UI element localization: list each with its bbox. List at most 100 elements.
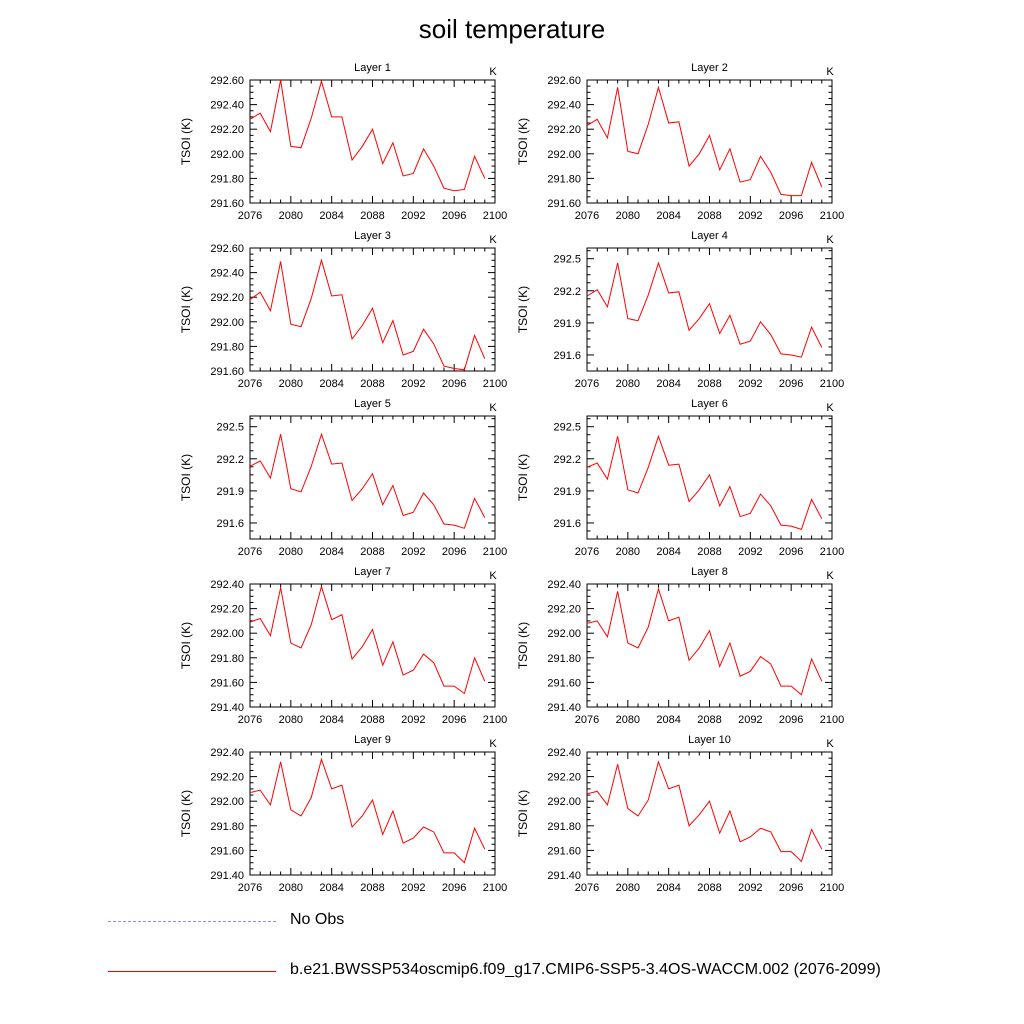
x-tick-label: 2092 bbox=[401, 882, 425, 894]
panel-title: Layer 9 bbox=[354, 734, 391, 746]
panel-units: K bbox=[489, 738, 497, 750]
y-tick-label: 292.20 bbox=[210, 604, 244, 616]
x-tick-label: 2092 bbox=[401, 714, 425, 726]
x-tick-label: 2084 bbox=[319, 378, 343, 390]
x-tick-label: 2092 bbox=[738, 882, 762, 894]
legend-dashed-line bbox=[108, 921, 276, 922]
y-tick-label: 292.40 bbox=[547, 579, 581, 591]
x-tick-label: 2084 bbox=[656, 546, 680, 558]
x-tick-label: 2076 bbox=[575, 378, 599, 390]
x-tick-label: 2092 bbox=[401, 378, 425, 390]
y-tick-label: 292.00 bbox=[210, 149, 244, 161]
y-tick-label: 291.40 bbox=[210, 870, 244, 882]
x-tick-label: 2080 bbox=[616, 546, 640, 558]
y-tick-label: 291.60 bbox=[210, 366, 244, 378]
series-line bbox=[586, 85, 823, 197]
y-tick-label: 291.80 bbox=[547, 821, 581, 833]
panel-title: Layer 7 bbox=[354, 566, 391, 578]
y-tick-label: 292.40 bbox=[547, 100, 581, 112]
x-tick-label: 2100 bbox=[483, 546, 507, 558]
panel-units: K bbox=[826, 234, 834, 246]
x-tick-label: 2084 bbox=[656, 882, 680, 894]
x-tick-label: 2096 bbox=[779, 714, 803, 726]
y-tick-label: 291.6 bbox=[553, 350, 581, 362]
y-tick-label: 292.00 bbox=[547, 628, 581, 640]
panel-layer-8: Layer 8 K TSOI (K) 2076 2080 2084 2088 2092 2096… bbox=[516, 566, 844, 726]
plot-frame bbox=[586, 751, 833, 876]
panel-units: K bbox=[826, 402, 834, 414]
y-tick-label: 292.40 bbox=[210, 100, 244, 112]
y-tick-label: 292.60 bbox=[210, 75, 244, 87]
y-tick-label: 292.2 bbox=[216, 454, 244, 466]
x-tick-label: 2080 bbox=[279, 210, 303, 222]
x-tick-label: 2084 bbox=[656, 714, 680, 726]
panel-units: K bbox=[489, 66, 497, 78]
y-tick-label: 292.5 bbox=[553, 422, 581, 434]
x-tick-label: 2088 bbox=[697, 546, 721, 558]
y-tick-label: 291.6 bbox=[553, 518, 581, 530]
y-tick-label: 291.60 bbox=[210, 845, 244, 857]
panel-units: K bbox=[489, 234, 497, 246]
plot-frame bbox=[586, 583, 833, 708]
legend-solid-line bbox=[108, 971, 276, 972]
series-line bbox=[586, 261, 823, 358]
y-tick-label: 291.80 bbox=[210, 653, 244, 665]
y-tick-label: 292.5 bbox=[216, 422, 244, 434]
x-tick-label: 2100 bbox=[483, 210, 507, 222]
y-tick-label: 291.80 bbox=[210, 341, 244, 353]
y-tick-label: 292.60 bbox=[547, 75, 581, 87]
panel-title: Layer 10 bbox=[688, 734, 731, 746]
panel-units: K bbox=[826, 66, 834, 78]
y-tick-label: 292.60 bbox=[210, 243, 244, 255]
series-line bbox=[249, 757, 486, 864]
y-axis-label: TSOI (K) bbox=[179, 118, 193, 165]
y-tick-label: 292.20 bbox=[210, 772, 244, 784]
x-tick-label: 2080 bbox=[279, 378, 303, 390]
panel-layer-6: Layer 6 K TSOI (K) 2076 2080 2084 2088 2092 2096… bbox=[516, 398, 844, 558]
panel-units: K bbox=[826, 738, 834, 750]
plot-frame bbox=[249, 79, 496, 204]
y-tick-label: 291.80 bbox=[547, 173, 581, 185]
y-tick-label: 291.60 bbox=[210, 198, 244, 210]
legend-label-model: b.e21.BWSSP534oscmip6.f09_g17.CMIP6-SSP5… bbox=[290, 961, 881, 978]
x-tick-label: 2080 bbox=[279, 882, 303, 894]
panel-layer-1: Layer 1 K TSOI (K) 2076 2080 2084 2088 2092 2096… bbox=[179, 62, 507, 222]
x-tick-label: 2084 bbox=[656, 378, 680, 390]
panel-units: K bbox=[826, 570, 834, 582]
y-axis-label: TSOI (K) bbox=[516, 118, 530, 165]
panel-layer-7: Layer 7 K TSOI (K) 2076 2080 2084 2088 2092 2096… bbox=[179, 566, 507, 726]
y-tick-label: 292.40 bbox=[210, 579, 244, 591]
y-tick-label: 292.00 bbox=[210, 796, 244, 808]
panel-title: Layer 8 bbox=[691, 566, 728, 578]
x-tick-label: 2076 bbox=[575, 210, 599, 222]
x-tick-label: 2092 bbox=[738, 378, 762, 390]
y-axis-label: TSOI (K) bbox=[179, 622, 193, 669]
y-tick-label: 291.60 bbox=[547, 845, 581, 857]
panel-layer-3: Layer 3 K TSOI (K) 2076 2080 2084 2088 2092 2096… bbox=[179, 230, 507, 390]
x-tick-label: 2084 bbox=[319, 882, 343, 894]
panel-layer-2: Layer 2 K TSOI (K) 2076 2080 2084 2088 2092 2096… bbox=[516, 62, 844, 222]
x-tick-label: 2088 bbox=[360, 714, 384, 726]
x-tick-label: 2080 bbox=[616, 210, 640, 222]
y-axis-label: TSOI (K) bbox=[516, 622, 530, 669]
y-axis-label: TSOI (K) bbox=[516, 454, 530, 501]
x-tick-label: 2088 bbox=[360, 378, 384, 390]
y-tick-label: 291.40 bbox=[210, 702, 244, 714]
x-tick-label: 2096 bbox=[779, 378, 803, 390]
y-tick-label: 292.20 bbox=[547, 124, 581, 136]
x-tick-label: 2096 bbox=[442, 546, 466, 558]
legend-label-no-obs: No Obs bbox=[290, 911, 345, 928]
x-tick-label: 2080 bbox=[279, 546, 303, 558]
x-tick-label: 2100 bbox=[820, 882, 844, 894]
y-tick-label: 291.6 bbox=[216, 518, 244, 530]
panel-title: Layer 6 bbox=[691, 398, 728, 410]
panel-units: K bbox=[489, 570, 497, 582]
x-tick-label: 2084 bbox=[319, 546, 343, 558]
y-tick-label: 292.20 bbox=[547, 604, 581, 616]
x-tick-label: 2076 bbox=[238, 882, 262, 894]
y-tick-label: 291.80 bbox=[210, 821, 244, 833]
y-tick-label: 291.60 bbox=[547, 677, 581, 689]
x-tick-label: 2080 bbox=[616, 378, 640, 390]
